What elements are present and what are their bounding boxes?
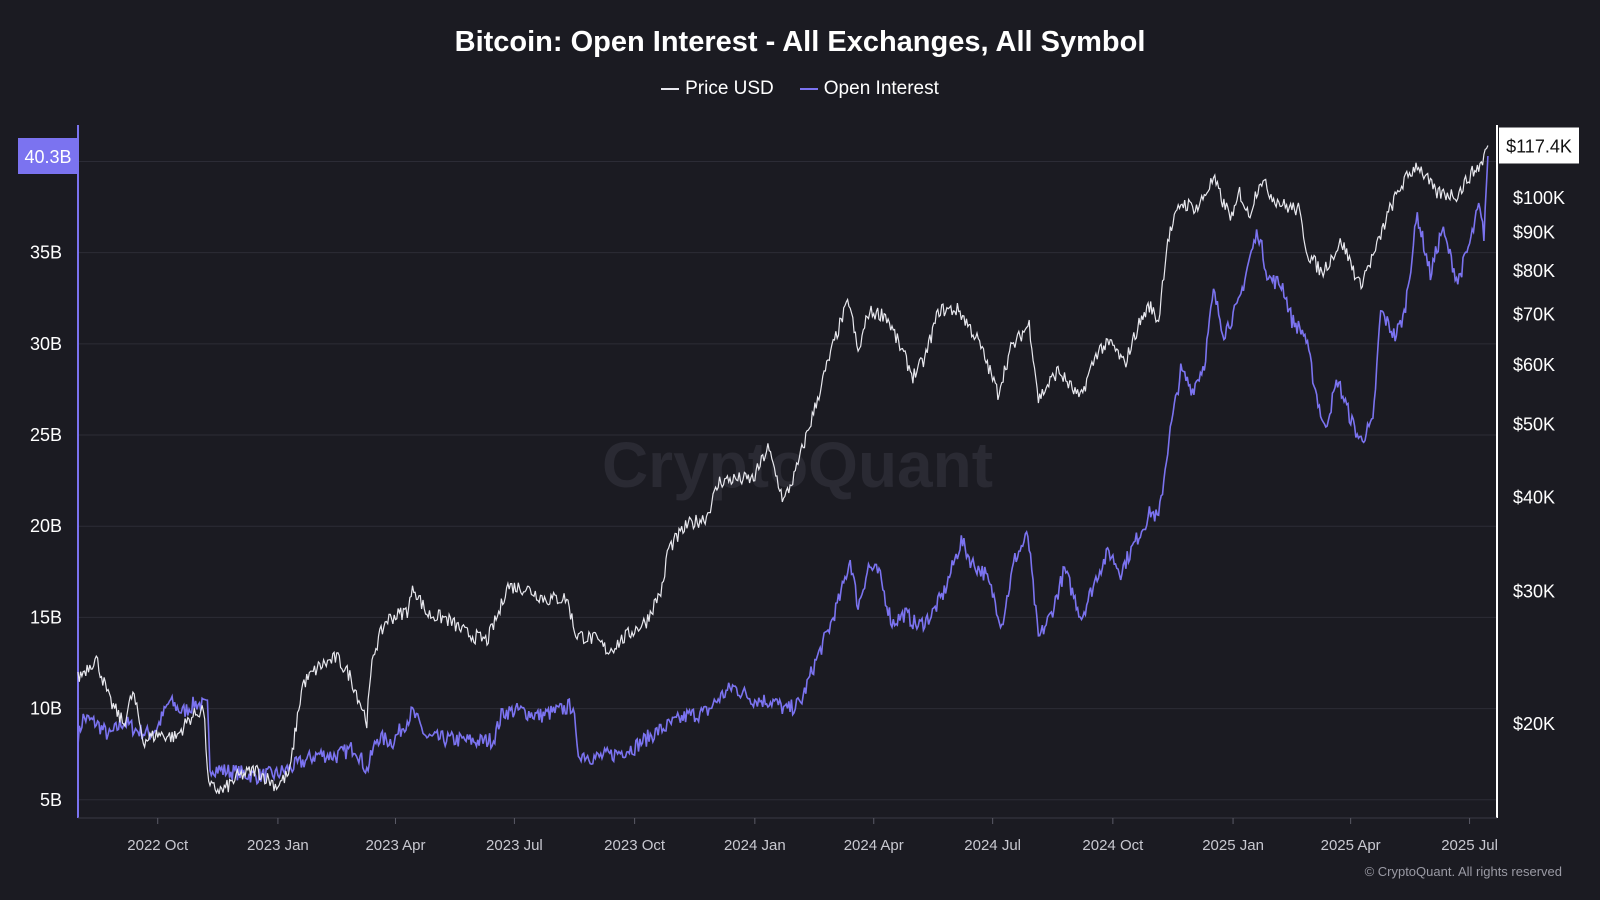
y-right-tick-label: $60K	[1513, 355, 1555, 375]
y-right-tick-label: $100K	[1513, 188, 1565, 208]
x-tick-label: 2023 Apr	[365, 837, 425, 854]
y-left-tick-label: 25B	[30, 425, 62, 445]
y-left-tick-label: 30B	[30, 334, 62, 354]
y-right-tick-label: $20K	[1513, 714, 1555, 734]
oi-last-value-badge	[18, 138, 78, 175]
legend-swatch-price	[661, 88, 680, 90]
legend-swatch-open-interest	[799, 88, 818, 90]
x-tick-label: 2023 Jul	[486, 837, 543, 854]
x-tick-label: 2022 Oct	[127, 837, 189, 854]
x-tick-label: 2023 Oct	[604, 837, 666, 854]
y-left-tick-label: 5B	[40, 790, 62, 810]
y-left-tick-label: 20B	[30, 516, 62, 536]
x-tick-label: 2023 Jan	[247, 837, 309, 854]
price-last-value-label: $117.4K	[1506, 137, 1572, 157]
series-line-price[interactable]	[77, 145, 1489, 795]
y-left-tick-label: 10B	[30, 699, 62, 719]
y-right-tick-label: $80K	[1513, 261, 1555, 281]
oi-last-value-label: 40.3B	[24, 147, 71, 167]
copyright-notice: © CryptoQuant. All rights reserved	[1364, 864, 1562, 879]
y-right-tick-label: $70K	[1513, 305, 1555, 325]
y-right-tick-label: $90K	[1513, 222, 1555, 242]
x-tick-label: 2025 Jan	[1202, 837, 1264, 854]
y-right-tick-label: $40K	[1513, 487, 1555, 507]
legend-label-open-interest: Open Interest	[823, 78, 939, 99]
x-tick-label: 2025 Apr	[1321, 837, 1381, 854]
x-tick-label: 2024 Jul	[964, 837, 1021, 854]
series-line-open-interest[interactable]	[77, 155, 1489, 786]
x-tick-label: 2025 Jul	[1441, 837, 1498, 854]
y-left-tick-label: 15B	[30, 607, 62, 627]
y-right-tick-label: $30K	[1513, 581, 1555, 601]
legend-label-price: Price USD	[685, 78, 774, 99]
legend-item-price[interactable]: Price USD	[661, 78, 774, 100]
y-left-tick-label: 35B	[30, 243, 62, 263]
watermark: CryptoQuant	[602, 429, 993, 501]
y-right-tick-label: $50K	[1513, 414, 1555, 434]
legend-item-open-interest[interactable]: Open Interest	[799, 78, 939, 100]
x-tick-label: 2024 Oct	[1082, 837, 1144, 854]
chart-title: Bitcoin: Open Interest - All Exchanges, …	[454, 26, 1146, 58]
x-tick-label: 2024 Jan	[724, 837, 786, 854]
legend: Price USD Open Interest	[0, 78, 1600, 100]
x-tick-label: 2024 Apr	[844, 837, 904, 854]
price-last-value-badge	[1499, 127, 1579, 164]
